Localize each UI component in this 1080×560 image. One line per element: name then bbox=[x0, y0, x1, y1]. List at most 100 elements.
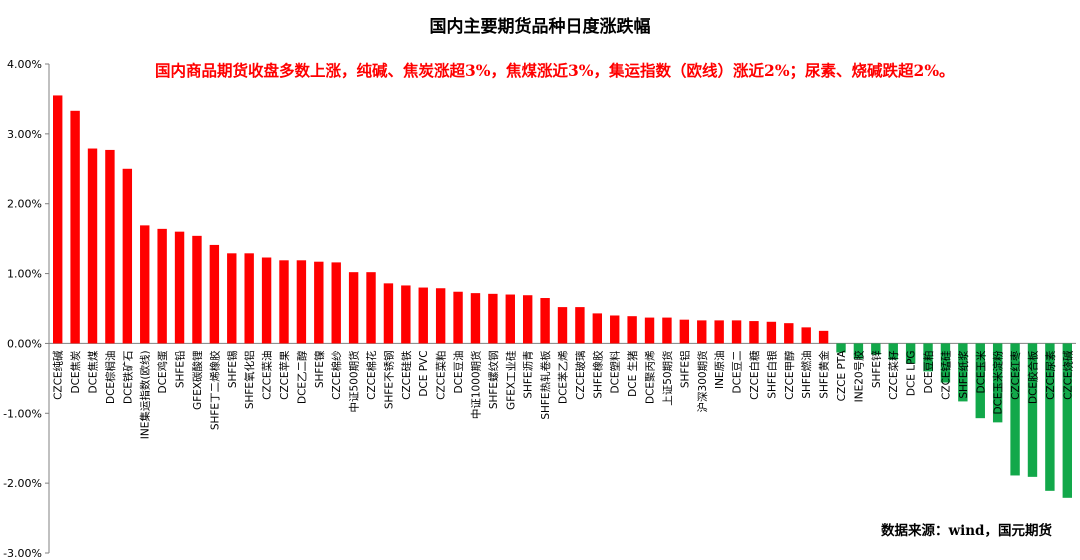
bar bbox=[314, 261, 324, 344]
x-tick-label: SHFE黄金 bbox=[818, 350, 831, 399]
bar bbox=[87, 148, 98, 344]
bar bbox=[122, 168, 133, 344]
y-tick-label: -2.00% bbox=[3, 477, 42, 490]
bar bbox=[801, 327, 811, 344]
bar bbox=[505, 294, 515, 344]
bar bbox=[784, 323, 794, 344]
x-tick-label: DCE焦炭 bbox=[69, 350, 82, 394]
x-tick-label: INE集运指数(欧线) bbox=[139, 350, 152, 439]
bar bbox=[662, 317, 672, 344]
chart-title: 国内主要期货品种日度涨跌幅 bbox=[429, 17, 651, 37]
x-tick-label: SHFE铝 bbox=[678, 350, 691, 388]
x-tick-label: DCE焦煤 bbox=[87, 350, 100, 394]
bar bbox=[923, 343, 933, 372]
bar bbox=[470, 293, 481, 344]
x-tick-label: GFEX工业硅 bbox=[504, 350, 517, 410]
bar bbox=[1062, 343, 1072, 498]
x-tick-label: CZCE菜粕 bbox=[435, 350, 448, 400]
bar bbox=[940, 343, 951, 383]
x-tick-label: 中证500期货 bbox=[348, 350, 361, 412]
bar bbox=[70, 110, 80, 344]
bar bbox=[192, 235, 202, 344]
x-tick-label: CZCE玻璃 bbox=[574, 350, 587, 400]
x-tick-label: SHFE热轧卷板 bbox=[539, 350, 552, 420]
bar bbox=[296, 260, 307, 344]
bar bbox=[575, 307, 585, 344]
y-tick-label: -1.00% bbox=[3, 407, 42, 420]
x-tick-label: DCE铁矿石 bbox=[121, 350, 134, 404]
bar bbox=[610, 315, 620, 344]
bar bbox=[958, 343, 968, 402]
x-tick-label: CZCE菜油 bbox=[261, 350, 274, 400]
bar bbox=[1027, 343, 1038, 477]
bar bbox=[888, 343, 898, 360]
y-tick-label: -3.00% bbox=[3, 547, 42, 560]
bar bbox=[644, 317, 655, 344]
x-tick-label: DCE聚丙烯 bbox=[644, 350, 657, 404]
x-tick-label: DCE PVC bbox=[418, 350, 430, 396]
y-tick-label: 2.00% bbox=[7, 198, 42, 211]
bar bbox=[697, 320, 707, 344]
x-tick-label: SHFE氧化铝 bbox=[243, 350, 256, 409]
x-tick-label: DCE棕榈油 bbox=[104, 350, 117, 404]
y-tick-label: 3.00% bbox=[7, 128, 42, 141]
x-tick-label: DCE鸡蛋 bbox=[156, 350, 169, 394]
x-tick-label: DCE豆粕 bbox=[922, 350, 935, 393]
x-tick-label: DCE玉米淀粉 bbox=[992, 350, 1005, 415]
x-tick-label: DCE LPG bbox=[906, 350, 918, 396]
x-tick-label: DCE豆油 bbox=[452, 350, 465, 393]
label-layer: CZCE纯碱 DCE焦炭 DCE焦煤 DCE棕榈油 DCE铁矿石 INE集运指数(欧线) D… bbox=[52, 350, 1075, 440]
bar bbox=[209, 244, 220, 344]
data-source-note: 数据来源：wind，国元期货 bbox=[880, 523, 1052, 539]
bar bbox=[818, 330, 829, 344]
bar bbox=[853, 343, 864, 359]
x-tick-label: 沪深300期货 bbox=[696, 350, 709, 412]
bar bbox=[836, 343, 846, 353]
chart-annotation: 国内商品期货收盘多数上涨，纯碱、焦炭涨超3%，焦煤涨近3%，集运指数（欧线）涨近… bbox=[155, 61, 955, 80]
bar bbox=[714, 320, 724, 344]
bar bbox=[366, 272, 376, 344]
bar bbox=[348, 272, 359, 344]
x-tick-label: INE20号胶 bbox=[852, 350, 865, 402]
x-tick-label: DCE胶合板 bbox=[1026, 350, 1039, 404]
bar bbox=[331, 262, 341, 344]
bar bbox=[279, 260, 289, 344]
bar bbox=[418, 287, 428, 344]
x-tick-label: DCE玉米 bbox=[974, 350, 987, 394]
y-tick-label: 4.00% bbox=[7, 58, 42, 71]
bar bbox=[975, 343, 985, 419]
bar bbox=[227, 253, 237, 344]
x-tick-label: CZCE尿素 bbox=[1044, 350, 1057, 400]
x-tick-label: DCE 生猪 bbox=[626, 350, 639, 397]
bar bbox=[140, 225, 150, 344]
y-tick-label: 1.00% bbox=[7, 268, 42, 281]
bar bbox=[731, 320, 742, 344]
bar bbox=[453, 291, 463, 344]
x-tick-label: CZCE纯碱 bbox=[52, 350, 65, 400]
x-tick-label: CZCE PTA bbox=[836, 350, 848, 402]
x-tick-label: SHFE沥青 bbox=[522, 350, 535, 398]
x-tick-label: DCE豆二 bbox=[732, 350, 744, 393]
x-tick-label: CZCE锰硅 bbox=[939, 350, 952, 400]
x-tick-label: SHFE镍 bbox=[313, 350, 326, 388]
x-tick-label: SHFE螺纹钢 bbox=[487, 350, 500, 409]
x-tick-label: INE原油 bbox=[713, 350, 726, 389]
x-tick-label: 上证50期货 bbox=[661, 350, 674, 405]
bar-layer bbox=[53, 95, 1072, 498]
bar bbox=[871, 343, 881, 355]
bar bbox=[905, 343, 916, 364]
x-tick-label: CZCE烧碱 bbox=[1061, 350, 1074, 400]
bar bbox=[157, 228, 167, 344]
x-tick-label: SHFE橡胶 bbox=[591, 350, 604, 399]
x-tick-label: SHFE锌 bbox=[870, 350, 883, 388]
bar bbox=[383, 283, 394, 344]
x-tick-label: 中证1000期货 bbox=[469, 350, 482, 419]
x-tick-label: CZCE红枣 bbox=[1009, 350, 1022, 400]
bar bbox=[522, 295, 533, 344]
bar bbox=[679, 319, 690, 344]
bar bbox=[488, 293, 498, 344]
axis-layer: 4.00% 3.00% 2.00% 1.00% 0.00% -1.00% -2.00% -3.… bbox=[3, 58, 1076, 560]
bar bbox=[540, 298, 550, 344]
x-tick-label: DCE塑料 bbox=[609, 350, 622, 394]
